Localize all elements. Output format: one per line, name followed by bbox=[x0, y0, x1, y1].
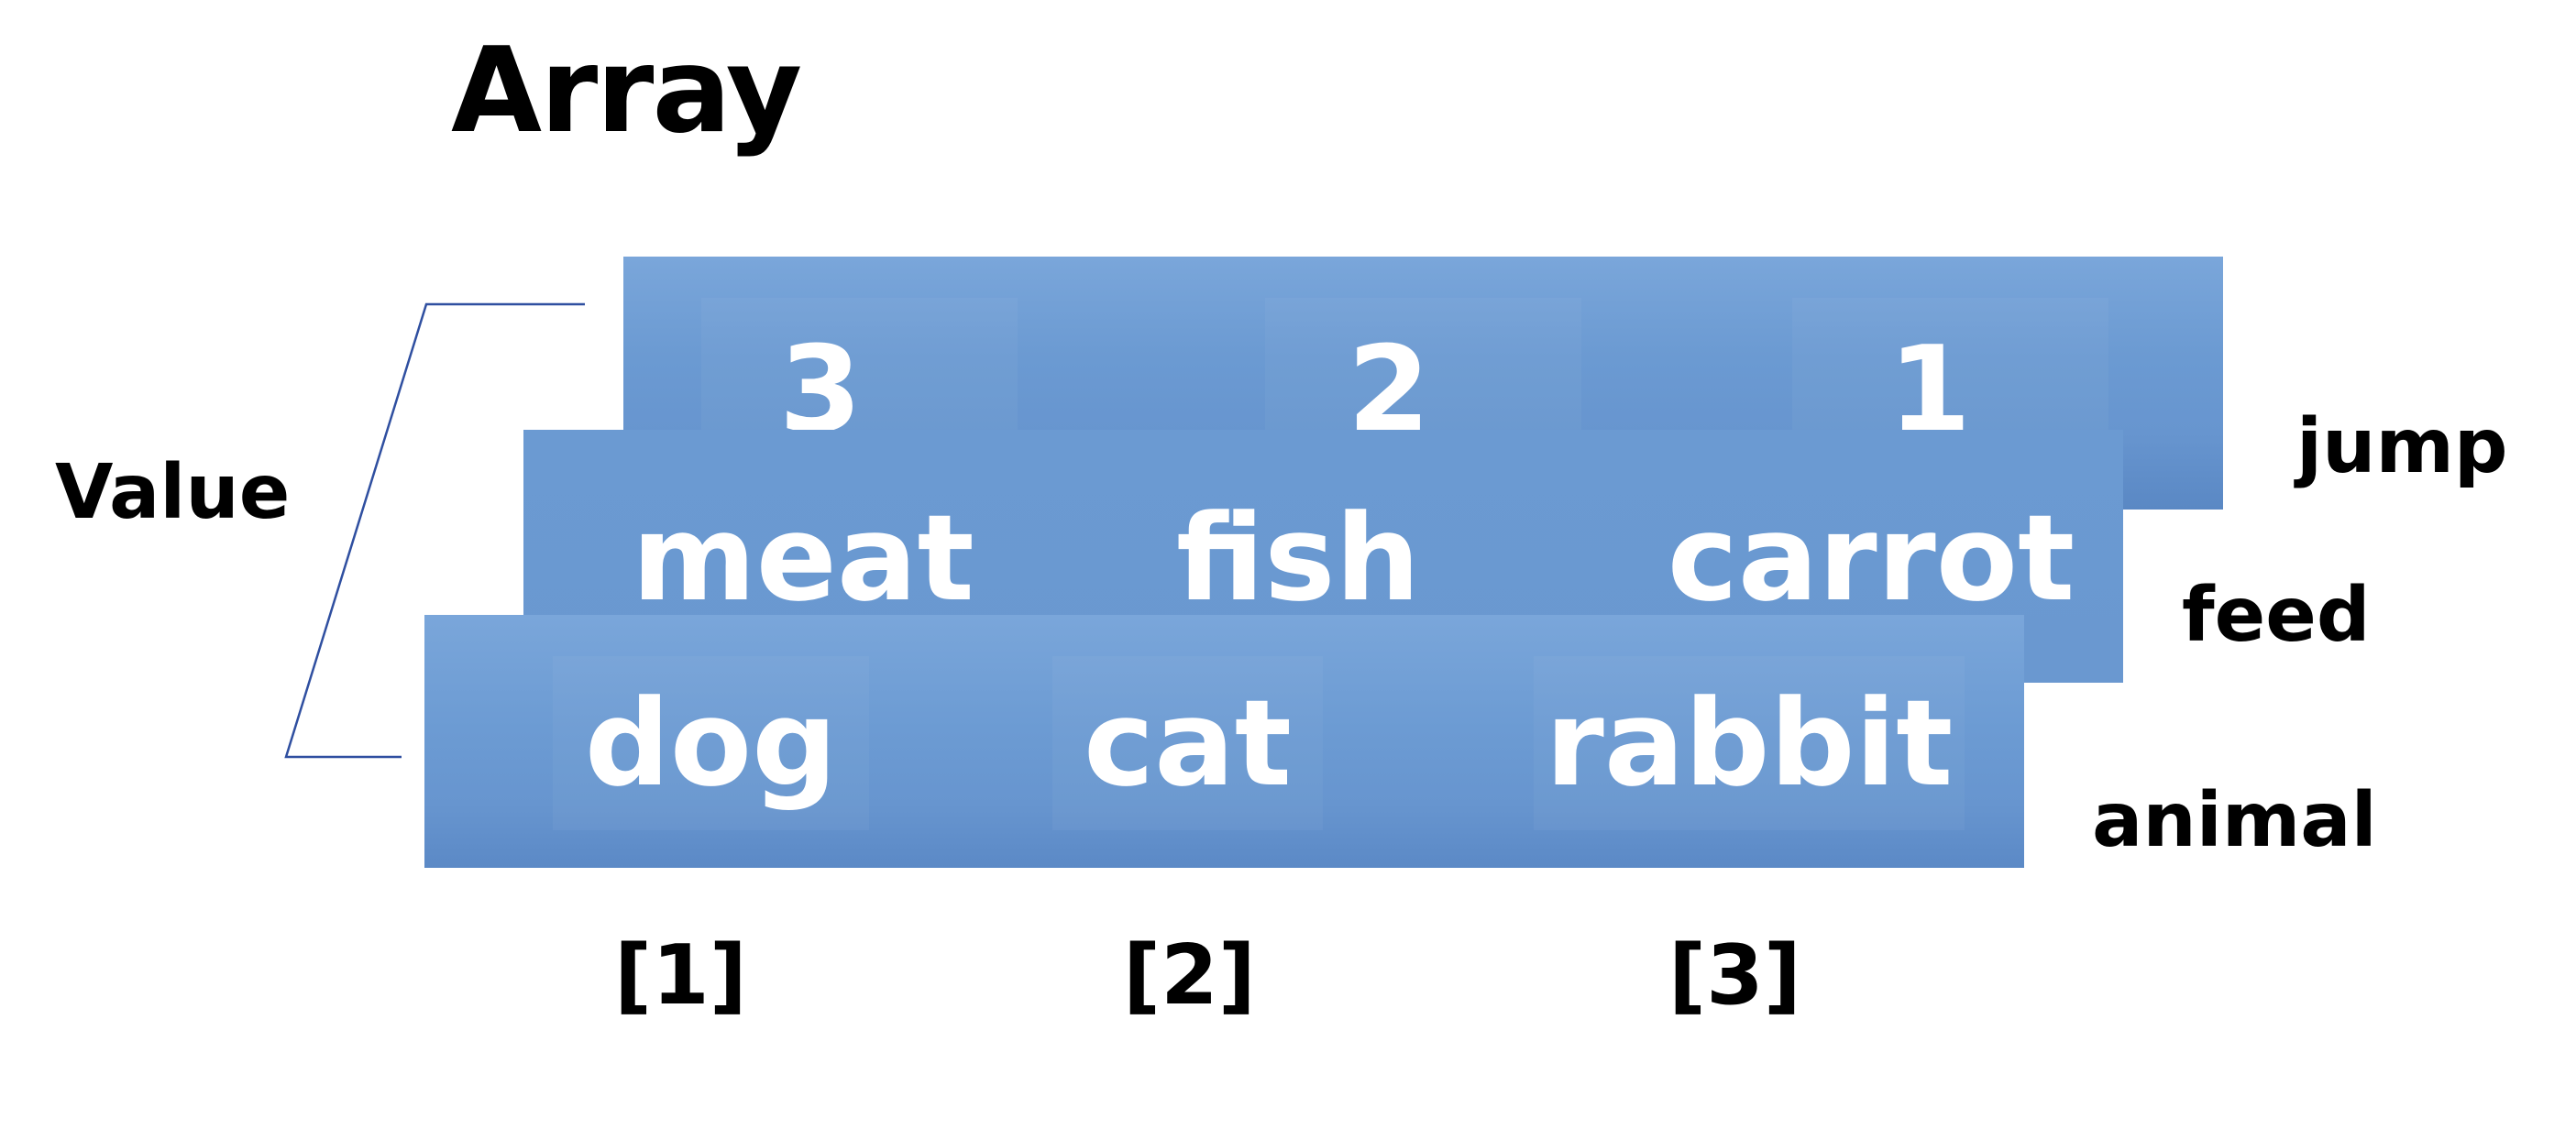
feed-value-1: meat bbox=[632, 488, 974, 628]
animal-value-2: cat bbox=[1084, 674, 1292, 813]
row-label-animal: animal bbox=[2092, 777, 2377, 864]
cell-background bbox=[1052, 656, 1323, 830]
array-row-animal: dog cat rabbit bbox=[424, 615, 2024, 868]
value-label: Value bbox=[55, 449, 291, 536]
index-label-2: [2] bbox=[1123, 927, 1256, 1024]
cell-background bbox=[1534, 656, 1965, 830]
diagram-title: Array bbox=[451, 23, 802, 159]
row-label-feed: feed bbox=[2182, 572, 2371, 659]
feed-value-2: fish bbox=[1175, 488, 1421, 628]
animal-value-1: dog bbox=[584, 674, 838, 813]
feed-value-3: carrot bbox=[1667, 488, 2075, 628]
cell-background bbox=[553, 656, 869, 830]
animal-value-3: rabbit bbox=[1545, 674, 1954, 813]
row-label-jump: jump bbox=[2296, 403, 2508, 490]
index-label-1: [1] bbox=[614, 927, 747, 1024]
index-label-3: [3] bbox=[1668, 927, 1801, 1024]
